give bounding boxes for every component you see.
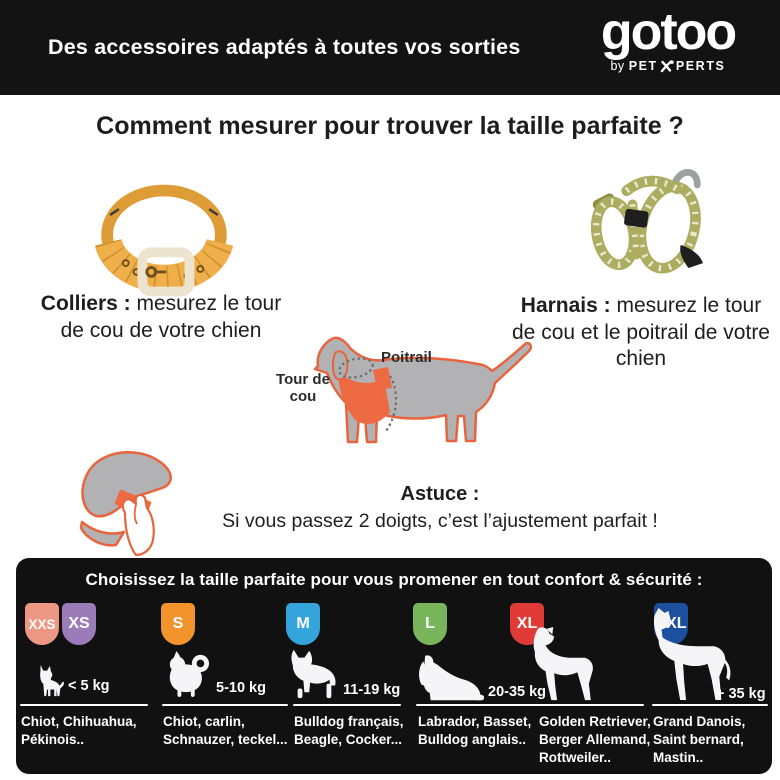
breeds-label: Grand Danois, Saint bernard, Mastin..	[653, 714, 746, 765]
column-divider	[416, 704, 644, 706]
harness-caption-lead: Harnais :	[520, 294, 611, 317]
size-badge-xl: XL	[510, 603, 544, 645]
header-bar: Des accessoires adaptés à toutes vos sor…	[0, 0, 780, 95]
tip-text: Si vous passez 2 doigts, c’est l’ajustem…	[222, 510, 658, 532]
gotoo-logo: gotoo by PET PERTS	[588, 6, 748, 73]
logo-byline-post: PERTS	[675, 59, 726, 73]
dachshund-measure-illustration	[278, 330, 543, 470]
breeds-label: Golden Retriever, Berger Allemand, Rottw…	[539, 714, 651, 765]
size-badge-xs: XS	[62, 603, 96, 645]
breeds-label: Bulldog français, Beagle, Cocker...	[294, 714, 404, 747]
size-badge-l: L	[413, 603, 447, 645]
tip-block: Astuce : Si vous passez 2 doigts, c’est …	[160, 483, 720, 533]
harness-illustration	[572, 156, 722, 301]
harness-icon	[590, 169, 703, 274]
rottweiler-silhouette-icon	[522, 626, 598, 708]
column-divider	[293, 704, 401, 706]
chihuahua-silhouette-icon	[32, 663, 66, 704]
breeds-label: Chiot, carlin, Schnauzer, teckel...	[163, 714, 288, 747]
fingers-collar-icon	[79, 451, 172, 557]
collar-caption-rest: mesurez le tour de cou de votre chien	[60, 292, 282, 342]
column-divider	[20, 704, 148, 706]
column-divider	[652, 704, 768, 706]
dog-x-icon	[660, 59, 674, 72]
header-tagline: Des accessoires adaptés à toutes vos sor…	[48, 35, 521, 59]
weight-label: 11-19 kg	[343, 682, 401, 698]
french-bulldog-silhouette-icon	[286, 648, 342, 705]
size-badge-s: S	[161, 603, 195, 645]
collar-icon	[94, 184, 234, 297]
logo-byline-pre: PET	[628, 59, 658, 73]
weight-label: 5-10 kg	[216, 680, 266, 696]
column-divider	[162, 704, 288, 706]
weight-label: + 35 kg	[716, 686, 766, 702]
two-fingers-under-collar-illustration	[72, 446, 187, 563]
collar-illustration	[90, 166, 238, 323]
chest-label: Poitrail	[381, 349, 432, 366]
basset-silhouette-icon	[414, 654, 488, 709]
weight-label: 20-35 kg	[488, 684, 547, 700]
tip-title: Astuce :	[400, 483, 480, 505]
breeds-label: Labrador, Basset, Bulldog anglais..	[418, 714, 532, 747]
spitz-silhouette-icon	[166, 650, 210, 703]
logo-wordmark: gotoo	[600, 3, 737, 61]
page-title: Comment mesurer pour trouver la taille p…	[96, 112, 684, 140]
harness-caption: Harnais : mesurez le tour de cou et le p…	[512, 293, 770, 373]
collar-caption: Colliers : mesurez le tour de cou de vot…	[30, 291, 292, 344]
harness-caption-rest: mesurez le tour de cou et le poitrail de…	[512, 294, 770, 371]
great-dane-silhouette-icon	[640, 608, 736, 707]
logo-byline-by: by	[610, 59, 625, 73]
logo-byline: by PET PERTS	[588, 59, 748, 73]
size-panel: Choisissez la taille parfaite pour vous …	[16, 558, 772, 774]
neck-label: Tour de cou	[276, 371, 330, 405]
size-badge-xxs: XXS	[25, 603, 59, 645]
size-badge-m: M	[286, 603, 320, 645]
weight-label: < 5 kg	[68, 678, 110, 694]
collar-caption-lead: Colliers :	[40, 292, 131, 315]
size-panel-title: Choisissez la taille parfaite pour vous …	[85, 570, 703, 589]
dachshund-icon	[313, 336, 533, 444]
breeds-label: Chiot, Chihuahua, Pékinois..	[21, 714, 137, 747]
